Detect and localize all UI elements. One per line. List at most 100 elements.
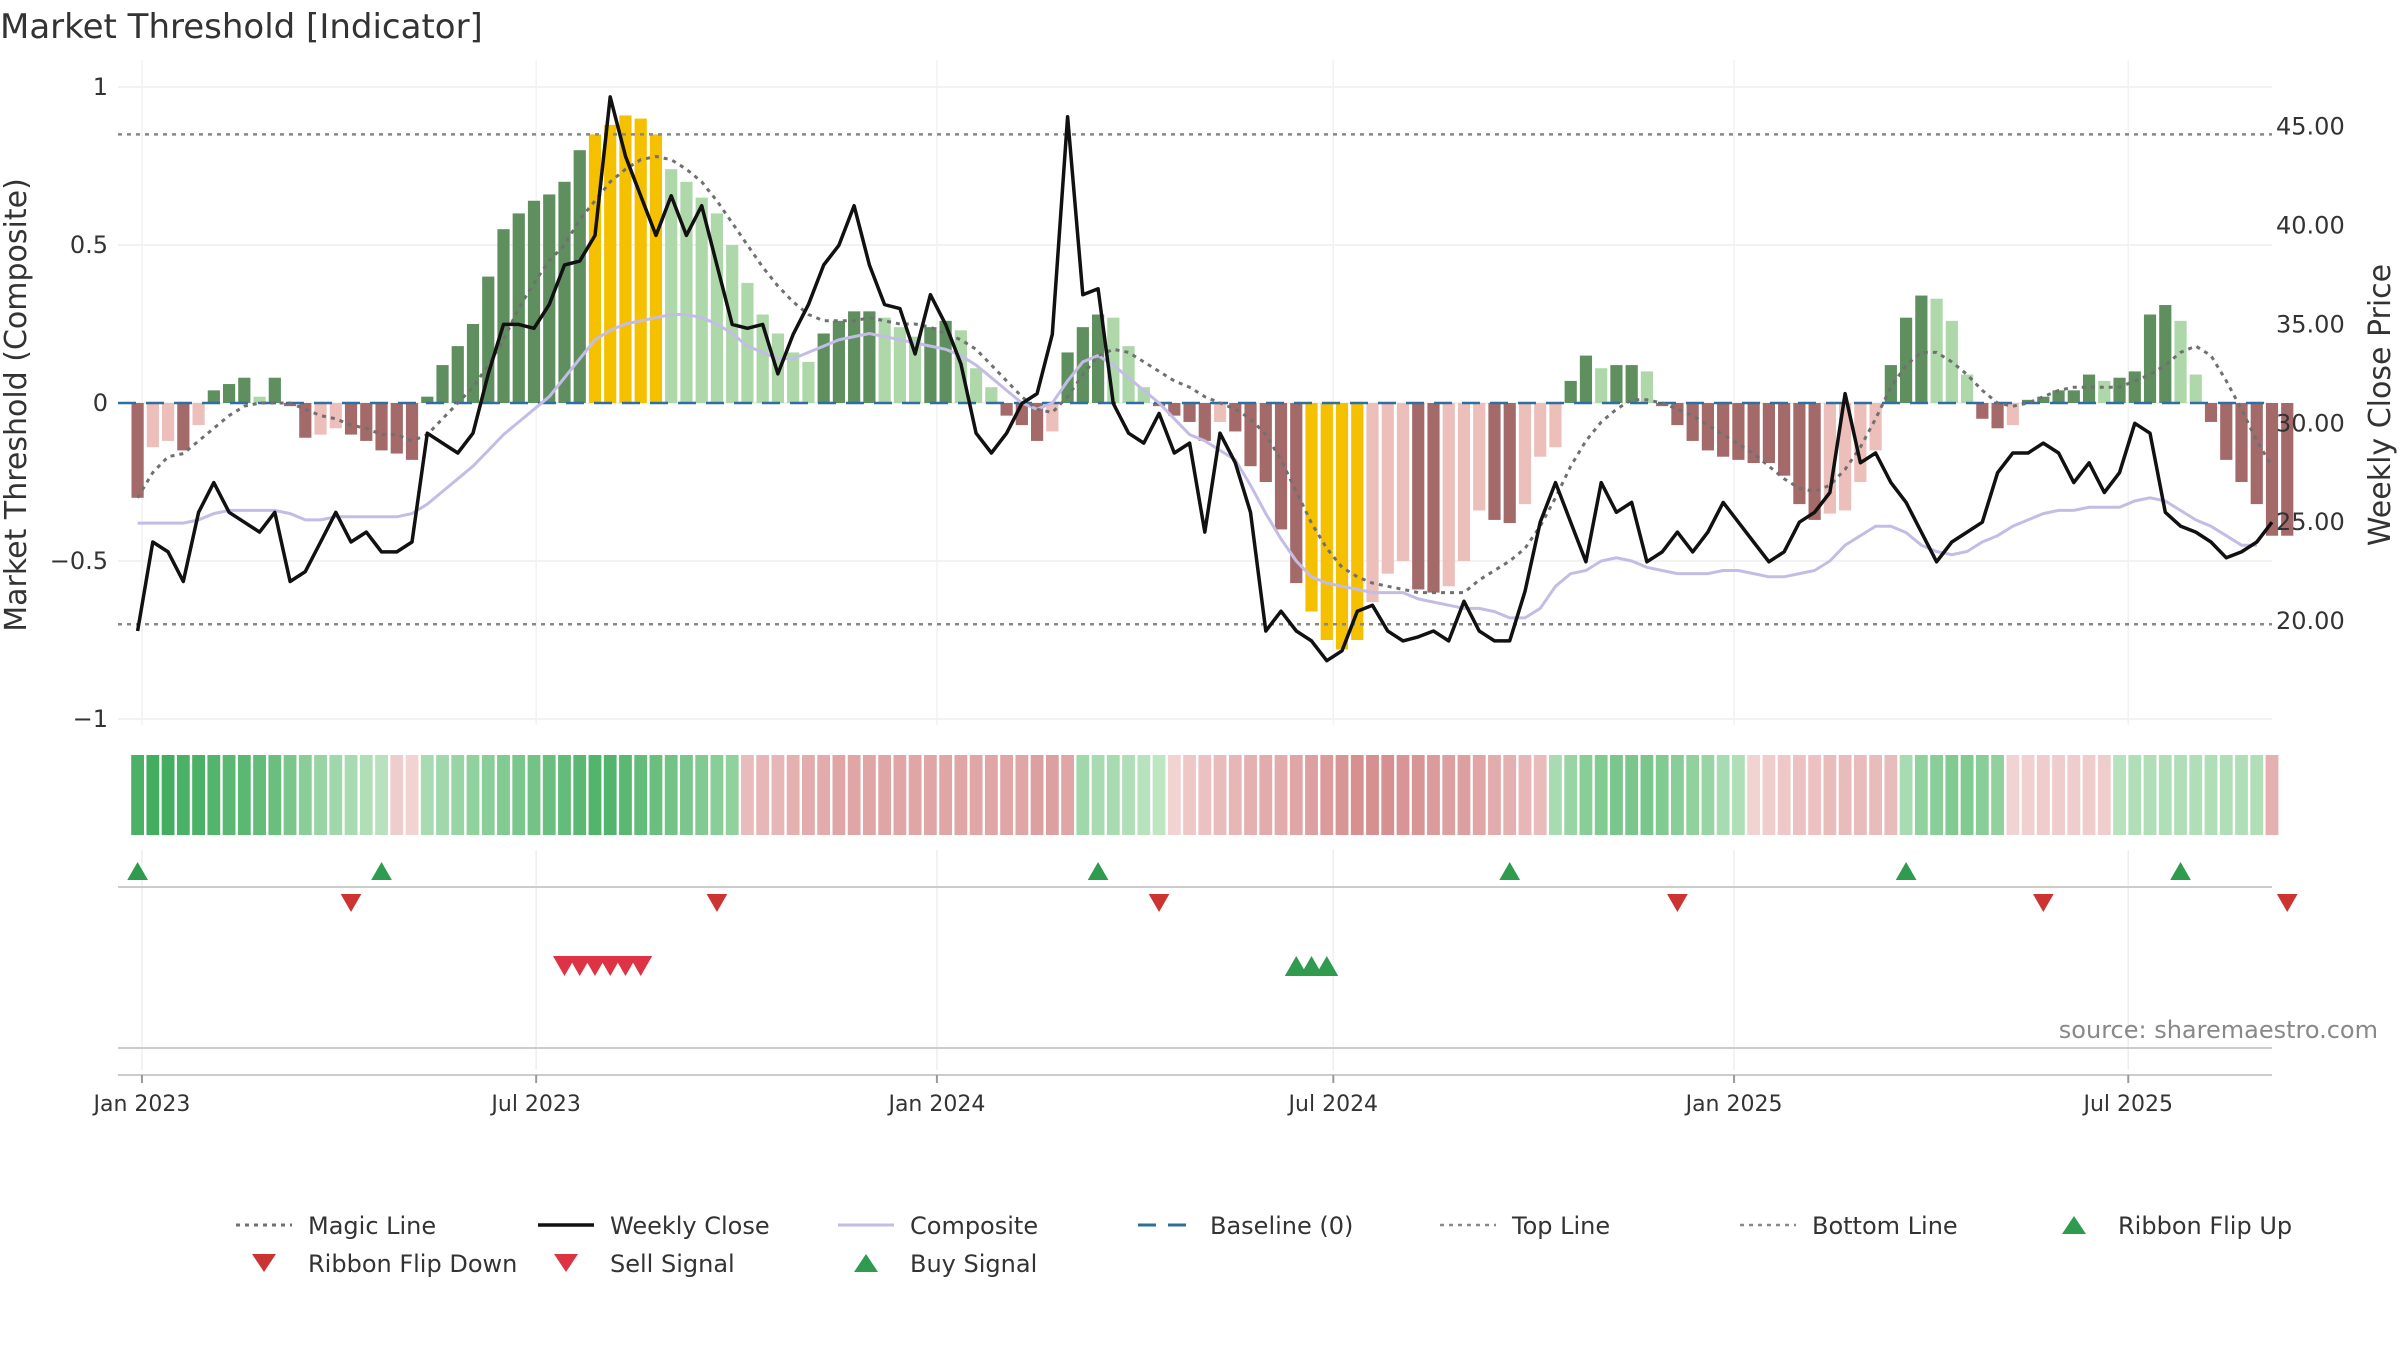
composite-bar (1274, 403, 1288, 530)
y-axis-label-left: Market Threshold (Composite) (0, 178, 34, 632)
composite-bar (192, 403, 205, 426)
composite-bar (1000, 403, 1013, 416)
composite-bar (1305, 403, 1318, 612)
ribbon-cell (359, 755, 373, 835)
ribbon-cell (2204, 755, 2218, 835)
ribbon-cell (1655, 755, 1669, 835)
composite-bar (177, 403, 190, 451)
ribbon-cell (1335, 755, 1349, 835)
series-lines (118, 95, 2274, 663)
composite-bar (1290, 403, 1303, 584)
composite-bar (314, 403, 327, 435)
composite-bar (573, 150, 586, 403)
ribbon-cell (1381, 755, 1395, 835)
ribbon-cell (1076, 755, 1090, 835)
ribbon-cell (741, 755, 754, 835)
ribbon-cell (1030, 755, 1044, 835)
ribbon-cell (1610, 755, 1623, 835)
ribbon-cell (146, 755, 160, 835)
ribbon-cell (1091, 755, 1105, 835)
composite-bar (2098, 380, 2111, 403)
composite-bar (405, 403, 419, 460)
composite-bar (146, 403, 159, 448)
sell-signal-marker (613, 956, 637, 976)
ribbon-cell (237, 755, 251, 835)
x-tick-label: Jan 2024 (886, 1092, 985, 1117)
chart-title: Market Threshold [Indicator] (0, 7, 483, 47)
ribbon-cell (664, 755, 678, 835)
ribbon-cell (649, 755, 663, 835)
ribbon-cell (1579, 755, 1593, 835)
composite-bar (802, 361, 815, 403)
ribbon-cell (2006, 755, 2020, 835)
ribbon-cell (1686, 755, 1700, 835)
ribbon-cell (2143, 755, 2157, 835)
ribbon-cell (176, 755, 190, 835)
composite-bar (2250, 403, 2263, 505)
composite-bar (1366, 403, 1379, 603)
ribbon-flip-up-marker (127, 862, 148, 880)
composite-bar (2052, 390, 2065, 403)
composite-bar (222, 384, 236, 403)
composite-bar (451, 346, 464, 403)
ribbon-cell (512, 755, 526, 835)
composite-bar (2235, 403, 2248, 482)
composite-bar (985, 387, 998, 403)
ribbon-cell (680, 755, 693, 835)
composite-bar (1320, 403, 1333, 640)
composite-bar (2006, 403, 2019, 426)
composite-bar (1671, 403, 1684, 426)
ribbon-cell (1747, 755, 1761, 835)
ribbon-cell (314, 755, 327, 835)
y-tick-label-right: 45.00 (2276, 113, 2345, 141)
composite-bar (863, 311, 876, 403)
composite-bar (1869, 403, 1882, 451)
ribbon-cell (1000, 755, 1014, 835)
legend-label-composite: Composite (910, 1212, 1038, 1240)
ribbon-cell (161, 755, 175, 835)
ribbon-cell (2021, 755, 2035, 835)
composite-bar (1701, 403, 1715, 451)
ribbon-cell (481, 755, 495, 835)
ribbon-cell (192, 755, 205, 835)
y-tick-label-left: 0 (93, 389, 108, 417)
ribbon-cell (1137, 755, 1151, 835)
ribbon-cell (1808, 755, 1822, 835)
ribbon-cell (1533, 755, 1547, 835)
ribbon-cell (1930, 755, 1943, 835)
ribbon-flip-down-marker (706, 894, 728, 912)
composite-bar (1427, 403, 1440, 593)
ribbon-cell (405, 755, 419, 835)
composite-bar (2220, 403, 2233, 460)
composite-bar (1762, 403, 1775, 464)
composite-bar (1030, 403, 1044, 441)
ribbon-cell (1838, 755, 1852, 835)
ribbon-cell (298, 755, 312, 835)
composite-bar (878, 317, 891, 403)
ribbon-cell (1320, 755, 1334, 835)
composite-bar (588, 134, 602, 403)
composite-bar (1839, 403, 1852, 511)
composite-bar (1198, 403, 1211, 441)
composite-line (137, 313, 2257, 620)
x-tick-label: Jul 2024 (1287, 1092, 1379, 1117)
ribbon-cell (1518, 755, 1532, 835)
composite-bar (1091, 314, 1105, 403)
ribbon-cell (771, 755, 785, 835)
ribbon-cell (1167, 755, 1181, 835)
ribbon-cell (2174, 755, 2187, 835)
ribbon-cell (1183, 755, 1196, 835)
composite-bar (1778, 403, 1791, 476)
ribbon-cell (1594, 755, 1608, 835)
y-tick-label-left: 1 (93, 73, 108, 101)
ribbon-cell (1914, 755, 1928, 835)
composite-bar (649, 134, 663, 403)
composite-bar (1488, 403, 1501, 520)
composite-bar (1061, 352, 1074, 403)
ribbon-cell (436, 755, 449, 835)
ribbon-cell (207, 755, 221, 835)
sell-signal-marker (568, 956, 592, 976)
legend-swatch-sell-signal (554, 1254, 578, 1272)
ribbon-cell (878, 755, 892, 835)
ribbon-cell (1472, 755, 1486, 835)
